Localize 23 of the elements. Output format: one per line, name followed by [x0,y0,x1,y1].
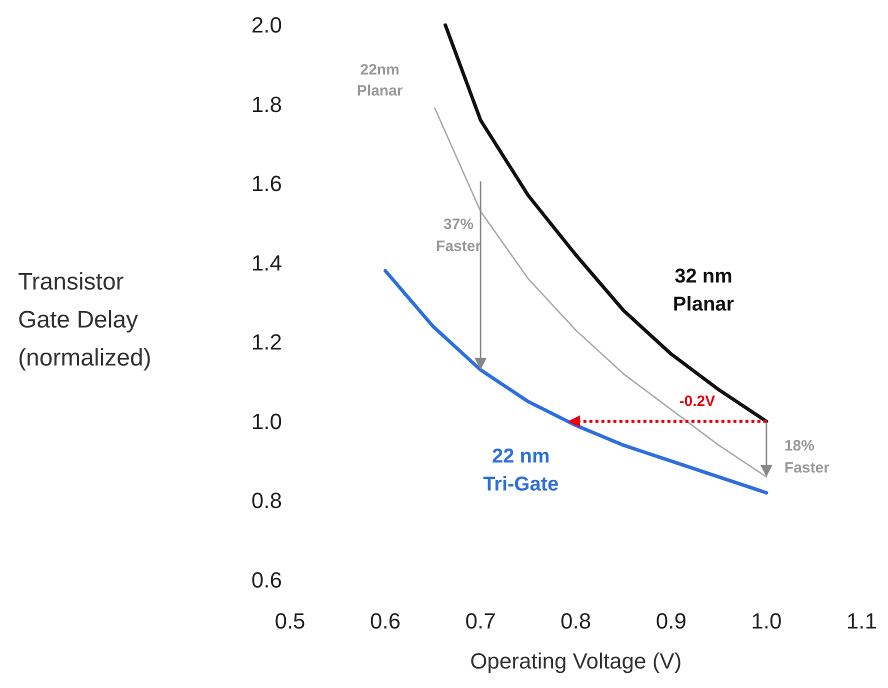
x-tick-label: 1.1 [846,608,878,634]
x-axis-title: Operating Voltage (V) [470,648,682,674]
y-tick-label: 1.2 [251,330,282,355]
x-tick-label: 0.9 [656,608,686,634]
text: 22nm Planar [356,61,403,100]
annotation: 37% Faster [436,216,482,256]
y-tick-label: 1.0 [251,408,282,434]
annotation: 18% Faster [784,437,830,476]
annotation: -0.2V [679,392,716,410]
y-tick-label: 0.8 [251,488,282,514]
series-label: 32 nm Planar [672,265,734,316]
y-tick-label: 2.0 [251,12,282,38]
y-tick-label: 1.6 [251,171,282,196]
x-tick-label: 1.0 [751,608,782,634]
x-tick-label: 0.8 [560,608,592,634]
series-label: 22 nm Tri-Gate [483,445,559,496]
y-tick-label: 1.4 [251,250,282,276]
y-tick-label: 0.6 [251,568,282,592]
y-tick-label: 1.8 [251,92,282,117]
y-axis-title: Transistor Gate Delay (normalized) [18,268,152,372]
x-tick-label: 0.6 [370,608,401,634]
x-tick-label: 0.5 [274,608,306,634]
x-tick-label: 0.7 [465,608,496,634]
